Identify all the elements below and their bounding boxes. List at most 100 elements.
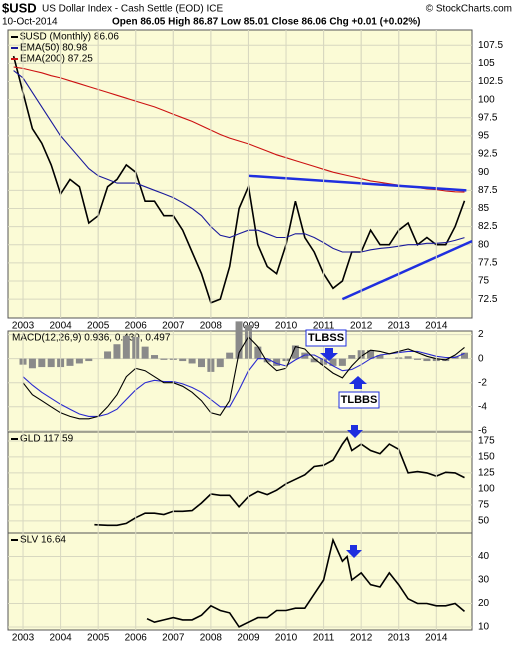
bar — [423, 358, 431, 362]
x-tick-label: 2007 — [162, 633, 185, 644]
y-tick-label: 50 — [478, 515, 490, 526]
x-tick-label: 2005 — [87, 633, 110, 644]
series-line — [13, 70, 465, 253]
bar — [338, 358, 346, 366]
y-tick-label: 107.5 — [478, 40, 503, 51]
bar — [141, 346, 149, 359]
y-tick-label: 85 — [478, 203, 490, 214]
series-line — [13, 66, 465, 193]
y-tick-label: 102.5 — [478, 76, 503, 87]
instrument-name: US Dollar Index - Cash Settle (EOD) ICE — [42, 4, 223, 15]
x-tick-label: 2012 — [350, 321, 373, 332]
x-tick-label: 2007 — [162, 321, 185, 332]
bar — [47, 358, 55, 368]
y-tick-label: 175 — [478, 436, 495, 447]
bar — [263, 358, 271, 363]
bar — [85, 358, 93, 362]
y-tick-label: -6 — [478, 425, 487, 436]
x-tick-label: 2008 — [200, 633, 223, 644]
y-tick-label: 105 — [478, 58, 495, 69]
bar — [414, 358, 422, 360]
annotation: TLBBS — [341, 394, 378, 406]
x-tick-label: 2014 — [425, 633, 448, 644]
bar — [160, 358, 168, 360]
y-tick-label: 82.5 — [478, 221, 498, 232]
x-tick-label: 2010 — [275, 633, 298, 644]
bar — [348, 355, 356, 359]
y-tick-label: 40 — [478, 551, 490, 562]
bar — [226, 352, 234, 359]
plot-area — [7, 29, 473, 319]
trendline — [341, 239, 473, 301]
y-tick-label: 150 — [478, 452, 495, 463]
series-line — [22, 336, 465, 420]
y-tick-label: 75 — [478, 276, 490, 287]
y-tick-label: 75 — [478, 500, 490, 511]
y-tick-label: 100 — [478, 94, 495, 105]
trendline — [248, 174, 467, 192]
bar — [122, 335, 130, 359]
legend-label: $USD (Monthly) 86.06 — [20, 32, 119, 43]
bar — [235, 321, 243, 359]
bar — [404, 356, 412, 359]
bar — [310, 358, 318, 363]
legend-label: SLV 16.64 — [20, 535, 66, 546]
arrow — [347, 425, 363, 438]
bar — [376, 355, 384, 359]
bar — [151, 355, 159, 359]
panel-title: MACD(12,26,9) 0.936, 0.439, 0.497 — [12, 333, 171, 344]
y-tick-label: 80 — [478, 239, 490, 250]
x-tick-label: 2005 — [87, 321, 110, 332]
y-tick-label: 77.5 — [478, 258, 498, 269]
credit: © StockCharts.com — [426, 4, 512, 15]
x-tick-label: 2010 — [275, 321, 298, 332]
y-tick-label: 2 — [478, 329, 484, 340]
x-tick-label: 2006 — [125, 633, 148, 644]
symbol: $USD — [2, 0, 37, 15]
annotation-box — [338, 391, 380, 409]
bar — [28, 358, 36, 369]
y-tick-label: 87.5 — [478, 185, 498, 196]
bar — [273, 358, 281, 366]
annotation-box — [305, 329, 347, 347]
bar — [301, 352, 309, 359]
x-tick-label: 2013 — [388, 633, 411, 644]
x-tick-label: 2006 — [125, 321, 148, 332]
bar — [460, 352, 468, 359]
quote: Open 86.05 High 86.87 Low 85.01 Close 86… — [112, 17, 420, 28]
y-tick-label: 10 — [478, 622, 490, 633]
y-tick-label: 20 — [478, 598, 490, 609]
y-tick-label: 97.5 — [478, 112, 498, 123]
bar — [329, 358, 337, 366]
arrow — [349, 376, 367, 389]
bar — [75, 358, 83, 364]
y-tick-label: -2 — [478, 377, 487, 388]
series-line — [12, 55, 466, 304]
x-tick-label: 2012 — [350, 633, 373, 644]
y-tick-label: 100 — [478, 484, 495, 495]
y-tick-label: 95 — [478, 131, 490, 142]
y-tick-label: 92.5 — [478, 149, 498, 160]
x-tick-label: 2014 — [425, 321, 448, 332]
x-tick-label: 2003 — [12, 633, 35, 644]
legend-label: EMA(200) 87.25 — [20, 54, 93, 65]
y-tick-label: 0 — [478, 353, 484, 364]
bar — [38, 358, 46, 368]
date: 10-Oct-2014 — [2, 17, 58, 28]
arrow — [320, 348, 338, 361]
bar — [367, 350, 375, 359]
x-tick-label: 2008 — [200, 321, 223, 332]
y-tick-label: 90 — [478, 167, 490, 178]
y-tick-label: 125 — [478, 468, 495, 479]
x-tick-label: 2004 — [49, 633, 72, 644]
y-tick-label: 30 — [478, 575, 490, 586]
bar — [291, 345, 299, 359]
x-tick-label: 2011 — [313, 321, 335, 332]
bar — [197, 358, 205, 368]
legend-label: GLD 117.59 — [20, 434, 74, 445]
bar — [188, 358, 196, 364]
x-tick-label: 2003 — [12, 321, 35, 332]
bar — [216, 358, 224, 368]
